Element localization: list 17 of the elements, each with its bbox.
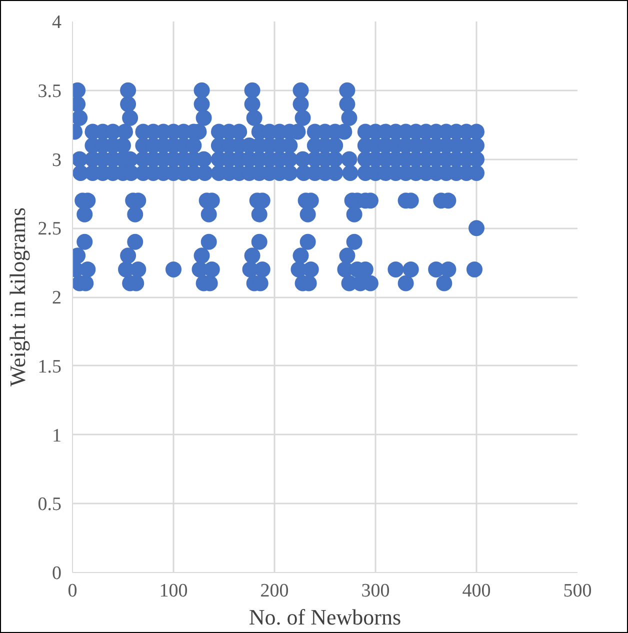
y-tick-label: 2.5 — [38, 218, 62, 240]
y-tick-label: 3 — [52, 150, 62, 171]
x-axis-title: No. of Newborns — [248, 604, 402, 630]
x-tick-label: 300 — [361, 580, 390, 602]
x-tick-label: 100 — [159, 580, 188, 602]
y-tick-label: 1 — [52, 425, 62, 446]
y-axis-title: Weight in kilograms — [4, 207, 30, 387]
x-tick-label: 500 — [563, 580, 592, 602]
y-tick-label: 0.5 — [38, 494, 62, 516]
x-tick-label: 400 — [462, 580, 491, 602]
y-tick-label: 2 — [52, 288, 62, 308]
y-tick-label: 3.5 — [38, 80, 62, 102]
y-tick-label: 4 — [52, 12, 62, 33]
y-tick-label: 1.5 — [38, 356, 62, 378]
x-tick-label: 200 — [260, 580, 289, 602]
y-tick-label: 0 — [52, 563, 62, 584]
x-tick-label: 0 — [68, 580, 78, 602]
